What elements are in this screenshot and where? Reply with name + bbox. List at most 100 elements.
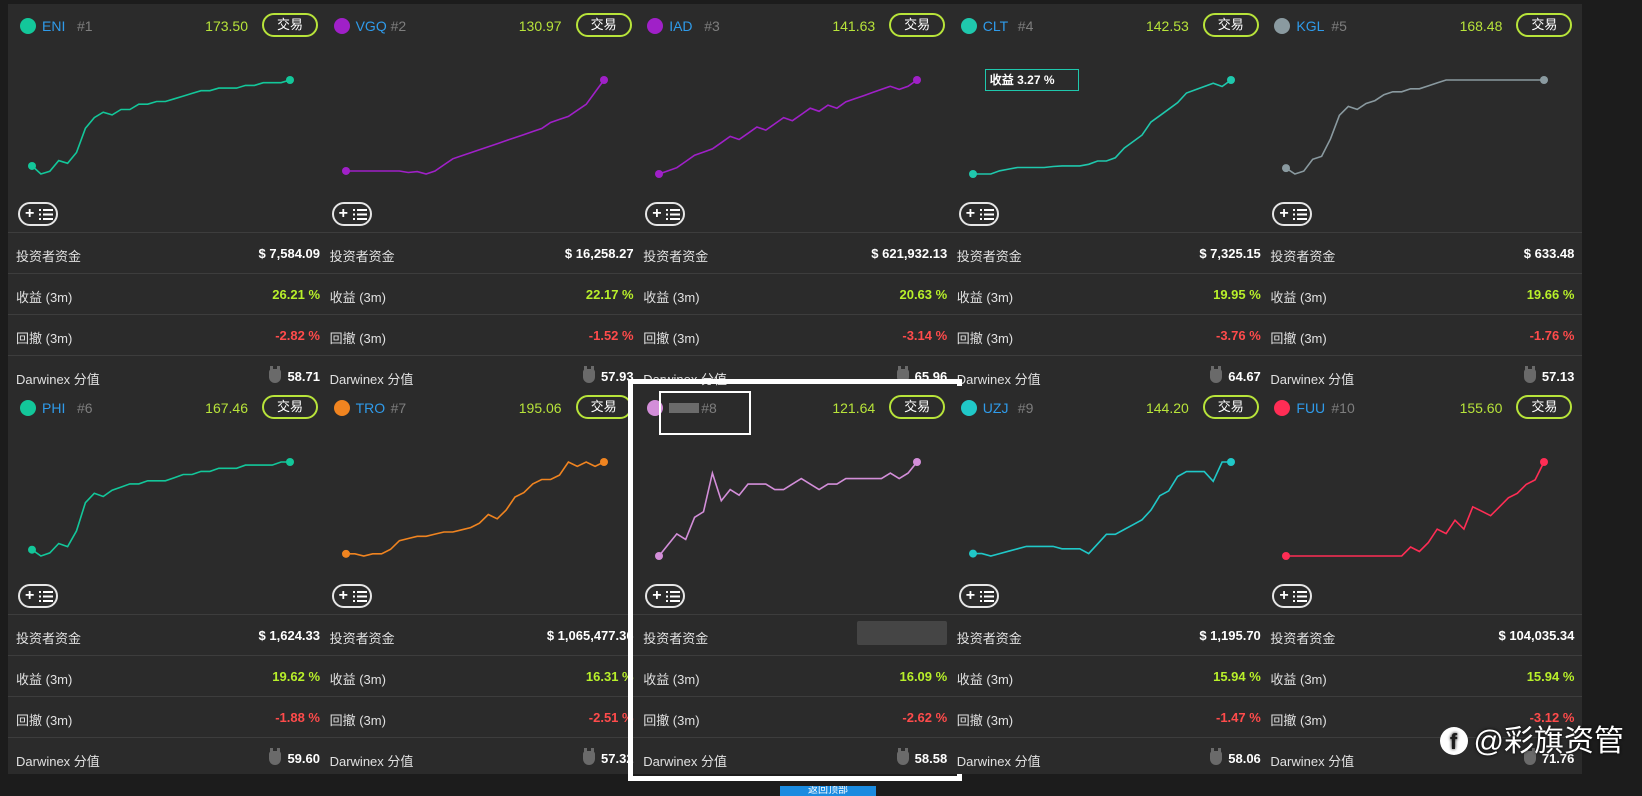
card-header: IAD #3 141.63 交易 — [635, 4, 955, 42]
end-point — [599, 76, 608, 84]
facebook-icon: f — [1439, 727, 1468, 755]
darwin-card[interactable]: PHI #6 167.46 交易 + 投资者资金 $ 1,624.33 收益 (3m) 19.6… — [8, 386, 328, 774]
stat-value-text: 58.58 — [914, 751, 948, 766]
trade-button[interactable]: 交易 — [262, 13, 318, 37]
darwin-card[interactable]: CLT #4 142.53 交易 收益 3.27 % + 投资者资金 $ 7,325.15 收益… — [948, 4, 1269, 392]
trade-button[interactable]: 交易 — [889, 395, 946, 419]
add-to-list-button[interactable]: + — [958, 584, 999, 608]
darwin-price: 155.60 — [1459, 400, 1503, 416]
stat-label: Darwinex 分值 — [1270, 754, 1355, 769]
stat-value-text: 16.31 % — [585, 669, 634, 684]
end-point — [286, 458, 294, 466]
darwin-name[interactable]: FUU — [1296, 400, 1326, 416]
darwin-card[interactable]: TRO #7 195.06 交易 + 投资者资金 $ 1,065,477.36 收益 (3m)… — [321, 386, 642, 774]
darwin-card[interactable]: #8 121.64 交易 + 投资者资金 收益 (3m) 16.09 % 回撤 (3m) -2.… — [628, 379, 963, 781]
stat-value: $ 1,065,477.36 — [547, 628, 634, 643]
equity-line — [345, 79, 605, 175]
trade-button[interactable]: 交易 — [262, 395, 318, 419]
darwin-price: 141.63 — [832, 18, 876, 34]
add-to-list-button[interactable]: + — [645, 202, 686, 226]
darwin-card[interactable]: FUU #10 155.60 交易 + 投资者资金 $ 104,035.34 收益 (3m) 1… — [1262, 386, 1583, 774]
stat-value: 15.94 % — [1527, 669, 1575, 684]
add-to-list-button[interactable]: + — [958, 202, 999, 226]
equity-chart[interactable] — [645, 436, 945, 586]
return-row: 收益 (3m) 20.63 % — [635, 273, 956, 314]
darwin-name[interactable]: TRO — [355, 400, 386, 416]
darwin-name[interactable]: ENI — [42, 18, 66, 34]
equity-chart[interactable] — [1272, 54, 1572, 204]
add-to-list-button[interactable]: + — [331, 584, 372, 608]
stat-label: 收益 (3m) — [643, 290, 700, 305]
investor-funds-row: 投资者资金 $ 1,624.33 — [8, 614, 328, 655]
equity-chart[interactable] — [959, 54, 1259, 204]
investor-funds-row: 投资者资金 $ 1,065,477.36 — [321, 614, 642, 655]
stat-value: 22.17 % — [586, 287, 634, 302]
stats-table: 投资者资金 $ 104,035.34 收益 (3m) 15.94 % 回撤 (3m) -3… — [1262, 614, 1583, 778]
trade-button[interactable]: 交易 — [1516, 395, 1573, 419]
darwin-rank: #4 — [1017, 18, 1034, 34]
equity-chart[interactable] — [18, 436, 318, 586]
stat-value: 16.09 % — [899, 669, 947, 684]
equity-chart[interactable] — [18, 54, 318, 204]
equity-chart[interactable] — [1272, 436, 1572, 586]
darwin-card[interactable]: VGQ #2 130.97 交易 + 投资者资金 $ 16,258.27 收益 (3m) 22.… — [321, 4, 642, 392]
score-badge-icon — [1523, 748, 1536, 765]
add-to-list-button[interactable]: + — [1272, 202, 1313, 226]
back-to-top-button[interactable]: 返回顶部 — [780, 786, 876, 796]
add-to-list-button[interactable]: + — [18, 584, 58, 608]
stat-label: 投资者资金 — [643, 249, 709, 264]
trade-button[interactable]: 交易 — [1202, 13, 1259, 37]
trade-button[interactable]: 交易 — [575, 395, 632, 419]
stat-value: 16.31 % — [586, 669, 634, 684]
trade-button[interactable]: 交易 — [1202, 395, 1259, 419]
trade-button[interactable]: 交易 — [575, 13, 632, 37]
stat-value: 58.71 — [269, 366, 320, 384]
darwin-card[interactable]: UZJ #9 144.20 交易 + 投资者资金 $ 1,195.70 收益 (3m) 15.9… — [948, 386, 1269, 774]
darwin-rank: #10 — [1331, 400, 1355, 416]
stat-value: 19.95 % — [1213, 287, 1261, 302]
plus-icon: + — [965, 205, 976, 222]
add-to-list-button[interactable]: + — [1272, 584, 1313, 608]
add-to-list-button[interactable]: + — [645, 584, 686, 608]
list-icon — [1293, 209, 1308, 220]
plus-icon: + — [1279, 205, 1289, 222]
darwin-price: 142.53 — [1145, 18, 1189, 34]
color-dot-icon — [333, 400, 350, 416]
darwin-card[interactable]: ENI #1 173.50 交易 + 投资者资金 $ 7,584.09 收益 (3m) 26.2… — [8, 4, 328, 392]
return-row: 收益 (3m) 16.31 % — [321, 655, 642, 696]
stat-label: 投资者资金 — [643, 631, 709, 646]
investor-funds-row: 投资者资金 $ 1,195.70 — [948, 614, 1269, 655]
stat-value-text: $ 1,624.33 — [258, 628, 320, 643]
equity-chart[interactable] — [332, 54, 632, 204]
darwin-name[interactable]: PHI — [42, 400, 66, 416]
equity-chart[interactable] — [645, 54, 945, 204]
stat-label: Darwinex 分值 — [1270, 372, 1355, 387]
stat-value: -1.76 % — [1530, 328, 1575, 343]
start-point — [28, 161, 36, 170]
trade-button[interactable]: 交易 — [889, 13, 946, 37]
darwin-card[interactable]: IAD #3 141.63 交易 + 投资者资金 $ 621,932.13 收益 (3m) 20… — [635, 4, 956, 392]
darwin-name[interactable]: VGQ — [355, 18, 387, 34]
stats-table: 投资者资金 收益 (3m) 16.09 % 回撤 (3m) -2.62 % Darwine… — [635, 614, 956, 778]
stat-value-text: 71.76 — [1541, 751, 1575, 766]
redacted-value — [857, 621, 948, 645]
score-row: Darwinex 分值 58.71 — [8, 355, 328, 396]
stat-label: 投资者资金 — [16, 249, 82, 264]
score-badge-icon — [269, 366, 282, 383]
darwin-name[interactable]: UZJ — [982, 400, 1009, 416]
stat-value: 57.13 — [1523, 366, 1574, 384]
stat-label: 收益 (3m) — [329, 290, 386, 305]
equity-chart[interactable] — [959, 436, 1259, 586]
investor-funds-row: 投资者资金 $ 16,258.27 — [321, 232, 642, 273]
darwin-card[interactable]: KGL #5 168.48 交易 + 投资者资金 $ 633.48 收益 (3m) 19.66 … — [1262, 4, 1583, 392]
equity-chart[interactable] — [332, 436, 632, 586]
add-to-list-button[interactable]: + — [331, 202, 372, 226]
trade-button[interactable]: 交易 — [1516, 13, 1573, 37]
add-to-list-button[interactable]: + — [18, 202, 58, 226]
darwin-price: 195.06 — [518, 400, 562, 416]
darwin-name[interactable]: CLT — [982, 18, 1009, 34]
darwin-name[interactable]: KGL — [1296, 18, 1325, 34]
stat-value: 58.58 — [896, 748, 948, 766]
score-row: Darwinex 分值 58.06 — [948, 737, 1269, 778]
darwin-name[interactable]: IAD — [669, 18, 693, 34]
